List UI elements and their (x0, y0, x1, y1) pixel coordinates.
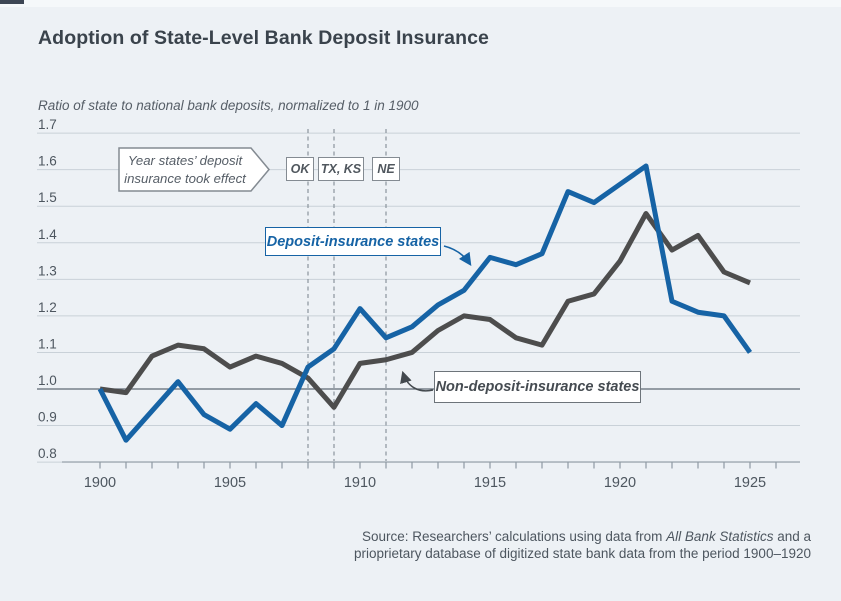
event-box-ne: NE (372, 157, 400, 181)
y-tick-label: 1.2 (38, 300, 57, 315)
callout-text: Year states’ deposit insurance took effe… (118, 147, 252, 192)
axis-tick-labels: 0.8 0.9 1.0 1.1 1.2 1.3 1.4 1.5 1.6 1.7 1900 1905 19… (38, 117, 766, 491)
y-tick-label: 1.1 (38, 336, 57, 351)
source-line-2: prioprietary database of digitized state… (353, 546, 811, 561)
y-tick-label: 0.9 (38, 410, 57, 425)
y-tick-label: 0.8 (38, 446, 57, 461)
x-axis (62, 461, 800, 469)
corner-accent (0, 0, 24, 4)
series-lines (97, 163, 753, 443)
top-strip (0, 0, 841, 7)
callout-line-1: Year states’ deposit (127, 153, 243, 169)
event-box-tx-ks: TX, KS (318, 157, 364, 181)
y-axis-note: Ratio of state to national bank deposits… (38, 98, 419, 113)
y-tick-label: 1.5 (38, 190, 57, 205)
y-tick-label: 1.3 (38, 263, 57, 278)
event-box-ok: OK (286, 157, 314, 181)
deposit-series-label: Deposit-insurance states (265, 227, 441, 256)
deposit-insurance-line (97, 163, 753, 443)
callout-pointer-shape (118, 147, 270, 192)
y-tick-label: 1.4 (38, 227, 57, 242)
x-tick-label: 1905 (214, 475, 246, 491)
source-line-1: Source: Researchers’ calculations using … (362, 529, 811, 544)
callout-line-2: insurance took effect (124, 170, 246, 186)
y-tick-label: 1.7 (38, 117, 57, 132)
y-tick-label: 1.0 (38, 373, 57, 388)
x-tick-label: 1925 (734, 475, 766, 491)
x-tick-label: 1900 (84, 475, 116, 491)
event-year-dashed-lines (307, 129, 387, 461)
x-tick-label: 1915 (474, 475, 506, 491)
non-deposit-series-label: Non-deposit-insurance states (434, 371, 641, 403)
effect-year-callout: Year states’ deposit insurance took effe… (118, 147, 270, 192)
y-tick-label: 1.6 (38, 154, 57, 169)
x-tick-label: 1920 (604, 475, 636, 491)
source-note: Source: Researchers’ calculations using … (354, 528, 811, 562)
non-deposit-label-arrow (400, 370, 434, 392)
non-deposit-insurance-line (99, 211, 751, 410)
chart-title: Adoption of State-Level Bank Deposit Ins… (38, 27, 489, 49)
x-tick-label: 1910 (344, 475, 376, 491)
deposit-label-arrow (443, 245, 472, 266)
